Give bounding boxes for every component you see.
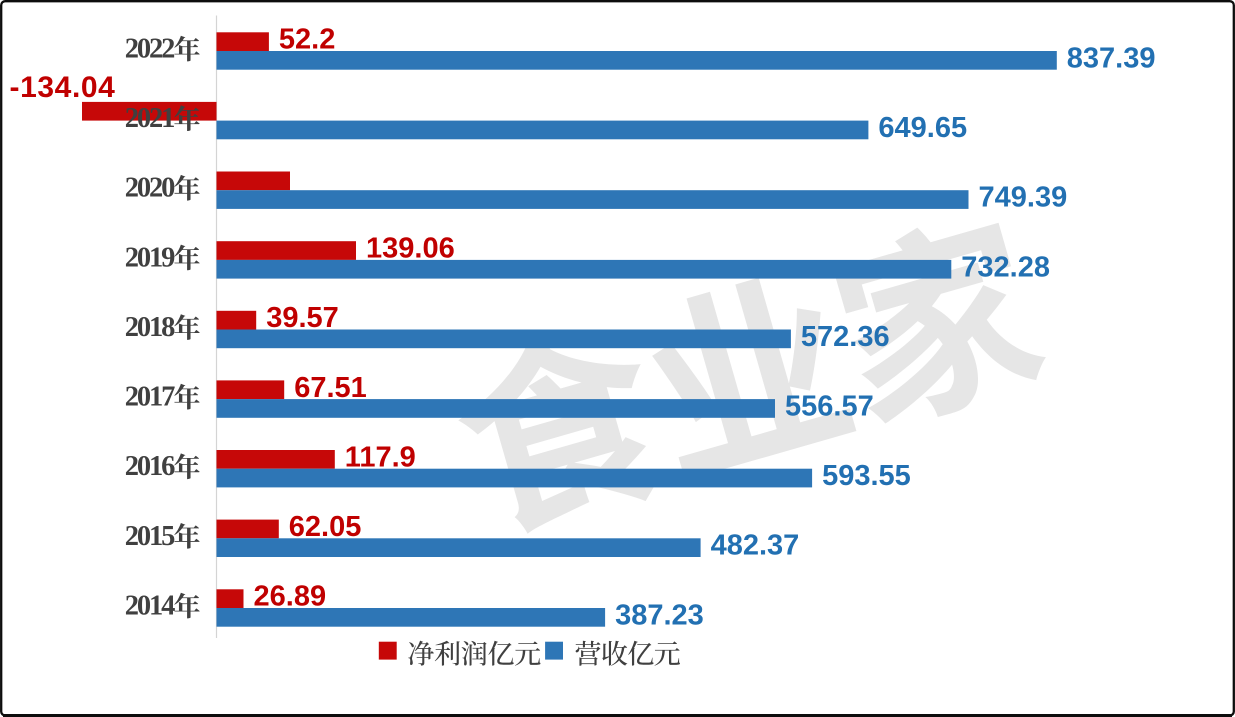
svg-text:2019: 2019	[125, 242, 175, 273]
svg-text:139.06: 139.06	[366, 233, 455, 265]
svg-text:39.57: 39.57	[266, 302, 339, 334]
svg-text:2016: 2016	[125, 451, 175, 482]
svg-text:2017: 2017	[125, 382, 175, 413]
svg-text:2018: 2018	[125, 312, 175, 343]
svg-text:593.55: 593.55	[822, 460, 911, 492]
svg-text:-134.04: -134.04	[10, 71, 116, 104]
svg-text:26.89: 26.89	[254, 581, 327, 613]
svg-text:117.9: 117.9	[345, 441, 416, 473]
svg-text:387.23: 387.23	[615, 599, 704, 631]
svg-text:52.2: 52.2	[279, 24, 335, 56]
svg-text:2022: 2022	[125, 34, 175, 65]
svg-text:2020: 2020	[125, 173, 175, 204]
svg-text:649.65: 649.65	[878, 112, 967, 144]
svg-text:2015: 2015	[125, 521, 175, 552]
svg-text:749.39: 749.39	[979, 182, 1068, 214]
svg-text:62.05: 62.05	[289, 511, 362, 543]
svg-text:2021: 2021	[125, 103, 174, 134]
svg-text:2014: 2014	[125, 591, 175, 622]
svg-text:572.36: 572.36	[801, 321, 890, 353]
svg-text:837.39: 837.39	[1067, 42, 1156, 74]
svg-text:556.57: 556.57	[785, 391, 874, 423]
svg-text:732.28: 732.28	[961, 251, 1050, 283]
svg-text:482.37: 482.37	[711, 530, 800, 562]
svg-text:67.51: 67.51	[294, 372, 367, 404]
